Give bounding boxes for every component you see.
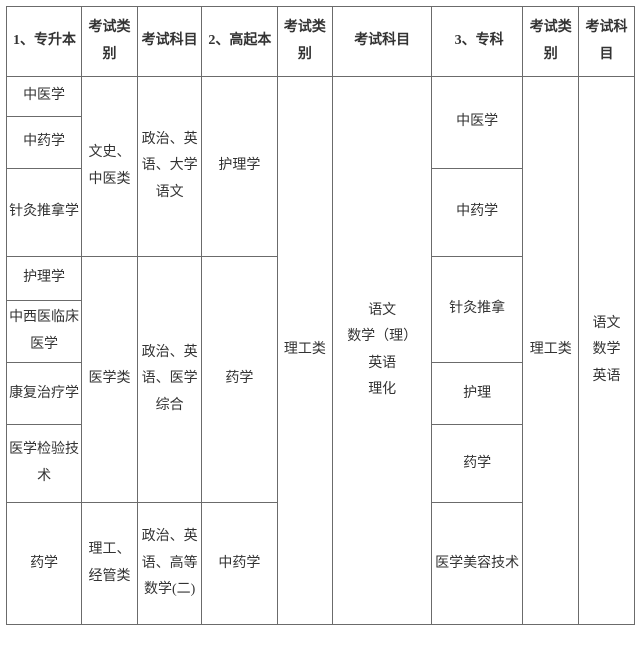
c4-r3: 中药学 bbox=[202, 503, 277, 625]
c7-r3: 针灸推拿 bbox=[432, 257, 523, 363]
c7-r6: 医学美容技术 bbox=[432, 503, 523, 625]
sec2-head: 2、高起本 bbox=[202, 7, 277, 77]
subj-head-3: 考试科目 bbox=[579, 7, 635, 77]
c6: 语文 数学（理） 英语 理化 bbox=[333, 77, 432, 625]
c1-r2: 中药学 bbox=[7, 117, 82, 169]
c1-r7: 医学检验技术 bbox=[7, 425, 82, 503]
c3-g3: 政治、英语、高等数学(二) bbox=[137, 503, 201, 625]
c2-g1: 文史、中医类 bbox=[82, 77, 138, 257]
cat-head-3: 考试类别 bbox=[523, 7, 579, 77]
c1-r4: 护理学 bbox=[7, 257, 82, 301]
c4-r1: 护理学 bbox=[202, 77, 277, 257]
c2-g3: 理工、经管类 bbox=[82, 503, 138, 625]
c4-r2: 药学 bbox=[202, 257, 277, 503]
c1-r1: 中医学 bbox=[7, 77, 82, 117]
subj-head-2: 考试科目 bbox=[333, 7, 432, 77]
c1-r6: 康复治疗学 bbox=[7, 363, 82, 425]
header-row: 1、专升本 考试类别 考试科目 2、高起本 考试类别 考试科目 3、专科 考试类… bbox=[7, 7, 635, 77]
c5: 理工类 bbox=[277, 77, 333, 625]
c8: 理工类 bbox=[523, 77, 579, 625]
c3-g2: 政治、英语、医学综合 bbox=[137, 257, 201, 503]
c7-r5: 药学 bbox=[432, 425, 523, 503]
cat-head-1: 考试类别 bbox=[82, 7, 138, 77]
c9: 语文 数学 英语 bbox=[579, 77, 635, 625]
c7-r1: 中医学 bbox=[432, 77, 523, 169]
c1-r5: 中西医临床医学 bbox=[7, 301, 82, 363]
c2-g2: 医学类 bbox=[82, 257, 138, 503]
c7-r2: 中药学 bbox=[432, 169, 523, 257]
sec3-head: 3、专科 bbox=[432, 7, 523, 77]
exam-table: 1、专升本 考试类别 考试科目 2、高起本 考试类别 考试科目 3、专科 考试类… bbox=[6, 6, 635, 625]
c3-g1: 政治、英语、大学语文 bbox=[137, 77, 201, 257]
subj-head-1: 考试科目 bbox=[137, 7, 201, 77]
sec1-head: 1、专升本 bbox=[7, 7, 82, 77]
c1-r8: 药学 bbox=[7, 503, 82, 625]
c7-r4: 护理 bbox=[432, 363, 523, 425]
cat-head-2: 考试类别 bbox=[277, 7, 333, 77]
c1-r3: 针灸推拿学 bbox=[7, 169, 82, 257]
